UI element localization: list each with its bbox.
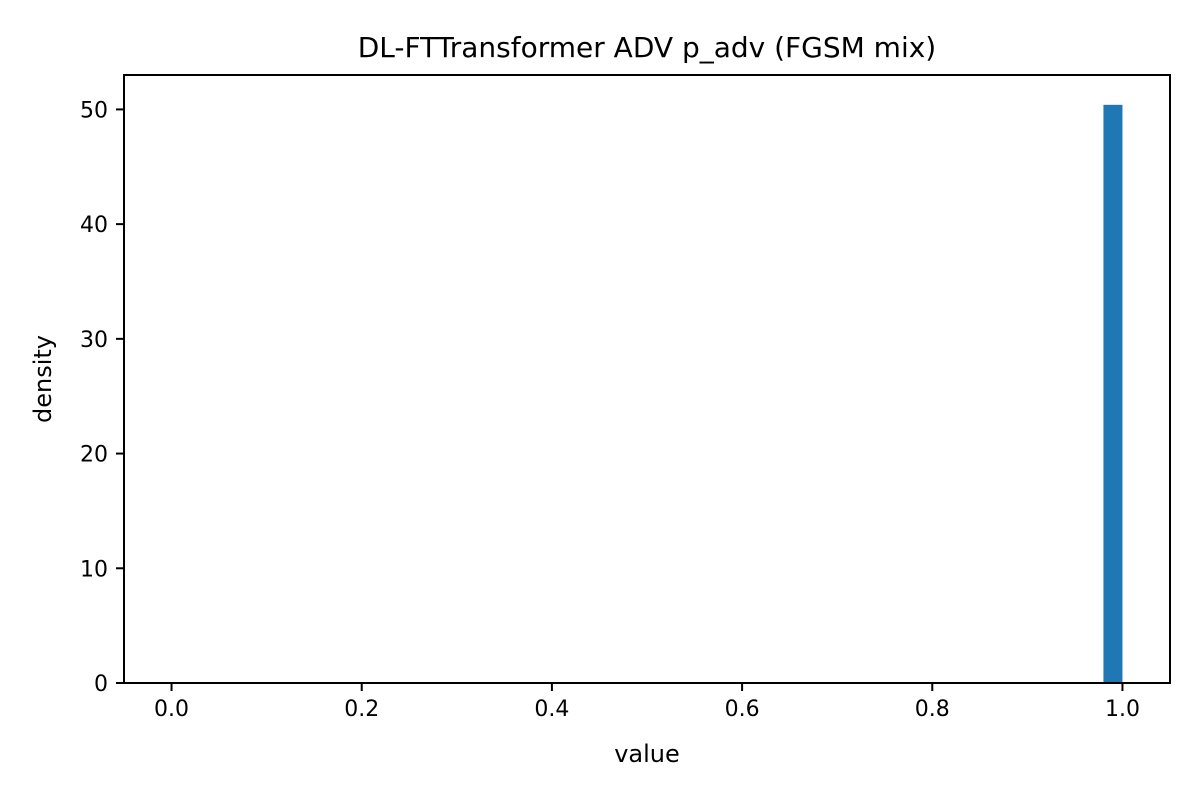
y-tick-label: 40 — [80, 213, 108, 238]
histogram-bar-1 — [1103, 104, 1123, 683]
y-tick-label: 20 — [80, 443, 108, 468]
bars-layer — [1103, 104, 1123, 683]
plot-frame — [123, 74, 1171, 684]
x-tick-label: 0.4 — [534, 697, 569, 722]
y-tick-label: 50 — [80, 98, 108, 123]
y-tick-label: 10 — [80, 557, 108, 582]
y-axis-ticks: 0 10 20 30 40 50 — [80, 98, 124, 697]
x-tick-label: 0.2 — [344, 697, 379, 722]
x-tick-label: 0.0 — [154, 697, 189, 722]
x-tick-label: 0.8 — [915, 697, 950, 722]
x-tick-label: 0.6 — [725, 697, 760, 722]
x-axis-label: value — [614, 740, 680, 768]
chart-title: DL-FTTransformer ADV p_adv (FGSM mix) — [358, 31, 936, 64]
x-axis-ticks: 0.0 0.2 0.4 0.6 0.8 1.0 — [154, 683, 1140, 722]
y-tick-label: 0 — [94, 672, 108, 697]
y-tick-label: 30 — [80, 328, 108, 353]
y-axis-label: density — [29, 335, 57, 423]
x-tick-label: 1.0 — [1105, 697, 1140, 722]
